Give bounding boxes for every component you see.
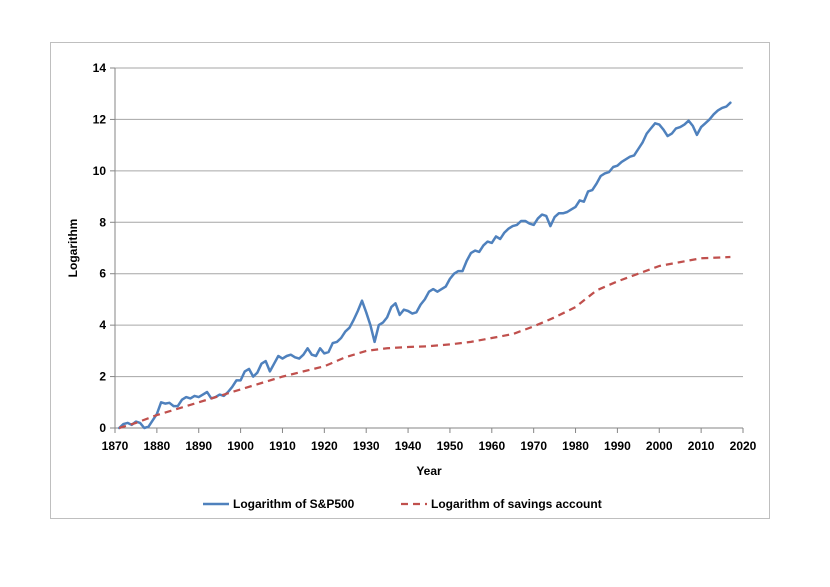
x-tick-label-1960: 1960 bbox=[478, 439, 505, 453]
x-tick-label-1990: 1990 bbox=[604, 439, 631, 453]
y-tick-label-12: 12 bbox=[93, 112, 107, 126]
x-tick-label-1950: 1950 bbox=[437, 439, 464, 453]
chart-frame bbox=[50, 42, 770, 519]
x-tick-label-1970: 1970 bbox=[520, 439, 547, 453]
y-tick-label-0: 0 bbox=[99, 421, 106, 435]
axes: 0 2 4 6 8 10 12 14 1870 1880 1890 1900 1910 1920 1930 1… bbox=[93, 61, 757, 453]
y-tick-label-2: 2 bbox=[99, 370, 106, 384]
legend-label-sp500: Logarithm of S&P500 bbox=[233, 497, 355, 511]
x-tick-label-1930: 1930 bbox=[353, 439, 380, 453]
y-tick-label-10: 10 bbox=[93, 164, 107, 178]
x-tick-label-2020: 2020 bbox=[730, 439, 757, 453]
y-axis-title: Logarithm bbox=[66, 219, 80, 278]
series-line-savings bbox=[118, 255, 731, 430]
y-tick-label-6: 6 bbox=[99, 267, 106, 281]
x-tick-label-1870: 1870 bbox=[102, 439, 129, 453]
y-tick-label-4: 4 bbox=[99, 318, 106, 332]
y-tick-label-14: 14 bbox=[93, 61, 107, 75]
series-line-sp500 bbox=[117, 101, 732, 430]
x-tick-label-1980: 1980 bbox=[562, 439, 589, 453]
x-axis-title: Year bbox=[416, 464, 442, 478]
x-tick-label-1890: 1890 bbox=[185, 439, 212, 453]
x-tick-label-1940: 1940 bbox=[395, 439, 422, 453]
x-tick-label-2000: 2000 bbox=[646, 439, 673, 453]
legend: Logarithm of S&P500 Logarithm of savings … bbox=[203, 497, 602, 511]
gridlines bbox=[115, 67, 743, 378]
x-tick-label-1900: 1900 bbox=[227, 439, 254, 453]
x-tick-label-1910: 1910 bbox=[269, 439, 296, 453]
x-tick-label-2010: 2010 bbox=[688, 439, 715, 453]
series-lines bbox=[117, 101, 732, 430]
y-tick-label-8: 8 bbox=[99, 215, 106, 229]
x-tick-label-1920: 1920 bbox=[311, 439, 338, 453]
x-tick-label-1880: 1880 bbox=[144, 439, 171, 453]
legend-label-savings: Logarithm of savings account bbox=[431, 497, 602, 511]
